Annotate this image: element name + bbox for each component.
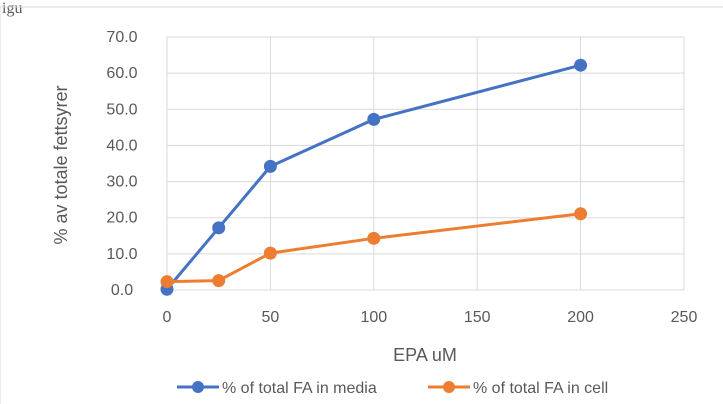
data-point: [368, 232, 380, 244]
y-tick-label: 70.0: [106, 29, 137, 46]
legend-item: % of total FA in cell: [428, 380, 608, 397]
caption-fragment: igu: [2, 0, 22, 17]
x-tick-label: 150: [464, 309, 491, 326]
x-axis-title: EPA uM: [393, 345, 457, 365]
data-point: [575, 59, 587, 71]
y-tick-label: 50.0: [106, 101, 137, 118]
y-axis-title: % av totale fettsyrer: [51, 85, 71, 244]
x-tick-label: 0: [163, 309, 172, 326]
data-point: [213, 275, 225, 287]
legend-marker: [443, 381, 455, 393]
data-point: [575, 208, 587, 220]
data-point: [264, 247, 276, 259]
y-tick-label: 40.0: [106, 137, 137, 154]
y-tick-label: 30.0: [106, 174, 137, 191]
x-tick-label: 250: [671, 309, 698, 326]
data-point: [213, 222, 225, 234]
y-tick-label: 0.0: [111, 282, 133, 299]
y-tick-label: 20.0: [106, 210, 137, 227]
grid: [167, 37, 684, 290]
data-point: [368, 113, 380, 125]
data-point: [161, 276, 173, 288]
legend-marker: [192, 381, 204, 393]
legend-item: % of total FA in media: [177, 380, 377, 397]
legend: % of total FA in media % of total FA in c…: [177, 380, 608, 397]
y-tick-label: 60.0: [106, 65, 137, 82]
x-tick-label: 200: [567, 309, 594, 326]
y-tick-labels: 0.0 10.0 20.0 30.0 40.0 50.0 60.0 70.0: [106, 29, 137, 299]
y-tick-label: 10.0: [106, 246, 137, 263]
legend-label: % of total FA in cell: [473, 380, 608, 397]
x-tick-labels: 0 50 100 150 200 250: [163, 309, 698, 326]
data-point: [264, 160, 276, 172]
x-tick-label: 50: [262, 309, 280, 326]
x-tick-label: 100: [360, 309, 387, 326]
legend-label: % of total FA in media: [222, 380, 377, 397]
